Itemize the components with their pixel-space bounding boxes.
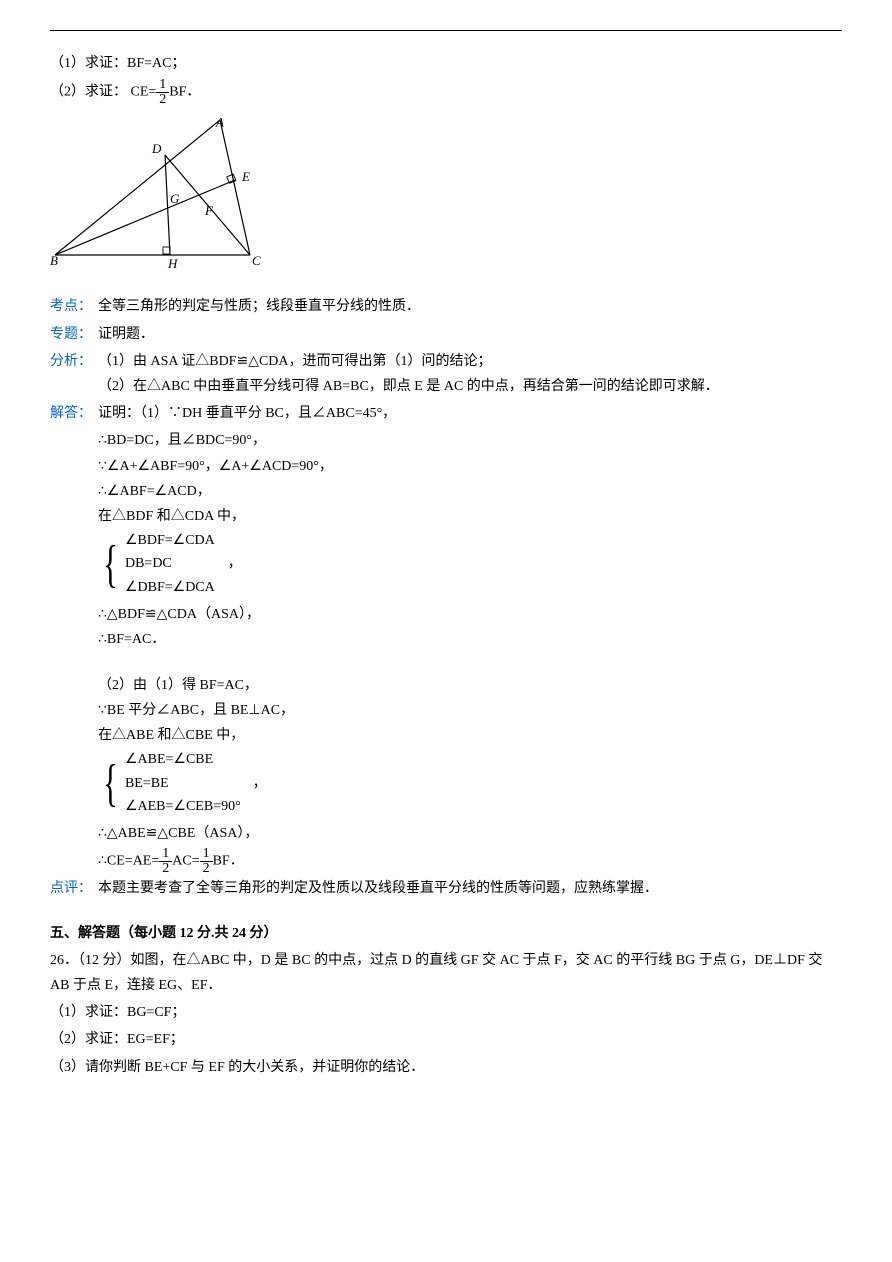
proof1-l4: 在△BDF 和△CDA 中， — [98, 504, 842, 529]
proof2-after: ∴△ABE≌△CBE（ASA）， — [98, 821, 842, 846]
left-brace-1: { — [103, 539, 118, 591]
q26-l2: （2）求证：EG=EF； — [50, 1027, 842, 1052]
q2-left: CE= — [131, 85, 157, 100]
proof2-final: ∴CE=AE=12AC=12BF． — [98, 847, 842, 876]
q2-frac: 12 — [156, 78, 169, 107]
dianping-text: 本题主要考查了全等三角形的判定及性质以及线段垂直平分线的性质等问题，应熟练掌握． — [98, 876, 842, 901]
proof1-after-0: ∴△BDF≌△CDA（ASA）， — [98, 602, 842, 627]
brace1-content: ∠BDF=∠CDA DB=DC ， ∠DBF=∠DCA — [125, 529, 242, 600]
proof1-l1: ∴BD=DC，且∠BDC=90°， — [98, 428, 842, 453]
brace1-block: { ∠BDF=∠CDA DB=DC ， ∠DBF=∠DCA — [98, 529, 842, 600]
b2-l2: ∠AEB=∠CEB=90° — [125, 796, 267, 818]
proof1-after-1: ∴BF=AC． — [98, 627, 842, 652]
proof2-l2: 在△ABE 和△CBE 中， — [98, 723, 842, 748]
dianping-label: 点评： — [50, 876, 98, 901]
p2f-mid: AC= — [172, 853, 199, 868]
b1-l2: ∠DBF=∠DCA — [125, 577, 242, 599]
proof1-l0: 证明：（1）∵DH 垂直平分 BC，且∠ABC=45°， — [98, 401, 842, 426]
brace2-block: { ∠ABE=∠CBE BE=BE ， ∠AEB=∠CEB=90° — [98, 748, 842, 819]
p2f-prefix: ∴CE=AE= — [98, 853, 159, 868]
svg-text:D: D — [151, 141, 162, 156]
triangle-diagram: A B C D E F G H — [50, 115, 842, 279]
b1-l1: DB=DC ， — [125, 553, 242, 575]
b2-l1: BE=BE ， — [125, 773, 267, 795]
fenxi-line-2: （2）在△ABC 中由垂直平分线可得 AB=BC，即点 E 是 AC 的中点，再… — [98, 374, 842, 399]
zhuanti-row: 专题： 证明题． — [50, 322, 842, 347]
q1-line: （1）求证：BF=AC； — [50, 51, 842, 76]
b2-l0: ∠ABE=∠CBE — [125, 749, 267, 771]
svg-text:C: C — [252, 253, 261, 268]
q26-l1: （1）求证：BG=CF； — [50, 1000, 842, 1025]
proof2-l1: ∵BE 平分∠ABC，且 BE⊥AC， — [98, 698, 842, 723]
svg-text:H: H — [167, 256, 178, 270]
p2f-suffix: BF． — [213, 853, 244, 868]
q26-l3: （3）请你判断 BE+CF 与 EF 的大小关系，并证明你的结论． — [50, 1055, 842, 1080]
jieda-body: 证明：（1）∵DH 垂直平分 BC，且∠ABC=45°， — [98, 401, 842, 426]
header-rule — [50, 30, 842, 31]
fenxi-body: （1）由 ASA 证△BDF≌△CDA，进而可得出第（1）问的结论； （2）在△… — [98, 349, 842, 399]
q26-l0: 26．（12 分）如图，在△ABC 中，D 是 BC 的中点，过点 D 的直线 … — [50, 948, 842, 998]
p2-frac2: 12 — [200, 847, 213, 876]
proof1-l3: ∴∠ABF=∠ACD， — [98, 479, 842, 504]
kaodian-label: 考点： — [50, 294, 98, 319]
q2-line: （2）求证： CE=12BF． — [50, 78, 842, 107]
q2-prefix: （2）求证： — [50, 85, 127, 100]
svg-text:E: E — [241, 169, 250, 184]
spacer — [50, 653, 842, 673]
svg-text:B: B — [50, 253, 58, 268]
q2-right: BF． — [169, 85, 200, 100]
jieda-label: 解答： — [50, 401, 98, 426]
dianping-row: 点评： 本题主要考查了全等三角形的判定及性质以及线段垂直平分线的性质等问题，应熟… — [50, 876, 842, 901]
proof2-l0: （2）由（1）得 BF=AC， — [98, 673, 842, 698]
jieda-row: 解答： 证明：（1）∵DH 垂直平分 BC，且∠ABC=45°， — [50, 401, 842, 426]
p2-frac1: 12 — [159, 847, 172, 876]
fenxi-label: 分析： — [50, 349, 98, 374]
left-brace-2: { — [103, 758, 118, 810]
fenxi-row: 分析： （1）由 ASA 证△BDF≌△CDA，进而可得出第（1）问的结论； （… — [50, 349, 842, 399]
svg-text:F: F — [204, 203, 214, 218]
zhuanti-text: 证明题． — [98, 322, 842, 347]
brace2-content: ∠ABE=∠CBE BE=BE ， ∠AEB=∠CEB=90° — [125, 748, 267, 819]
kaodian-text: 全等三角形的判定与性质；线段垂直平分线的性质． — [98, 294, 842, 319]
fenxi-line-1: （1）由 ASA 证△BDF≌△CDA，进而可得出第（1）问的结论； — [98, 349, 842, 374]
svg-text:G: G — [170, 191, 180, 206]
section5-title: 五、解答题（每小题 12 分.共 24 分） — [50, 921, 842, 946]
kaodian-row: 考点： 全等三角形的判定与性质；线段垂直平分线的性质． — [50, 294, 842, 319]
proof1-l2: ∵∠A+∠ABF=90°，∠A+∠ACD=90°， — [98, 454, 842, 479]
b1-l0: ∠BDF=∠CDA — [125, 530, 242, 552]
svg-text:A: A — [215, 115, 224, 130]
zhuanti-label: 专题： — [50, 322, 98, 347]
